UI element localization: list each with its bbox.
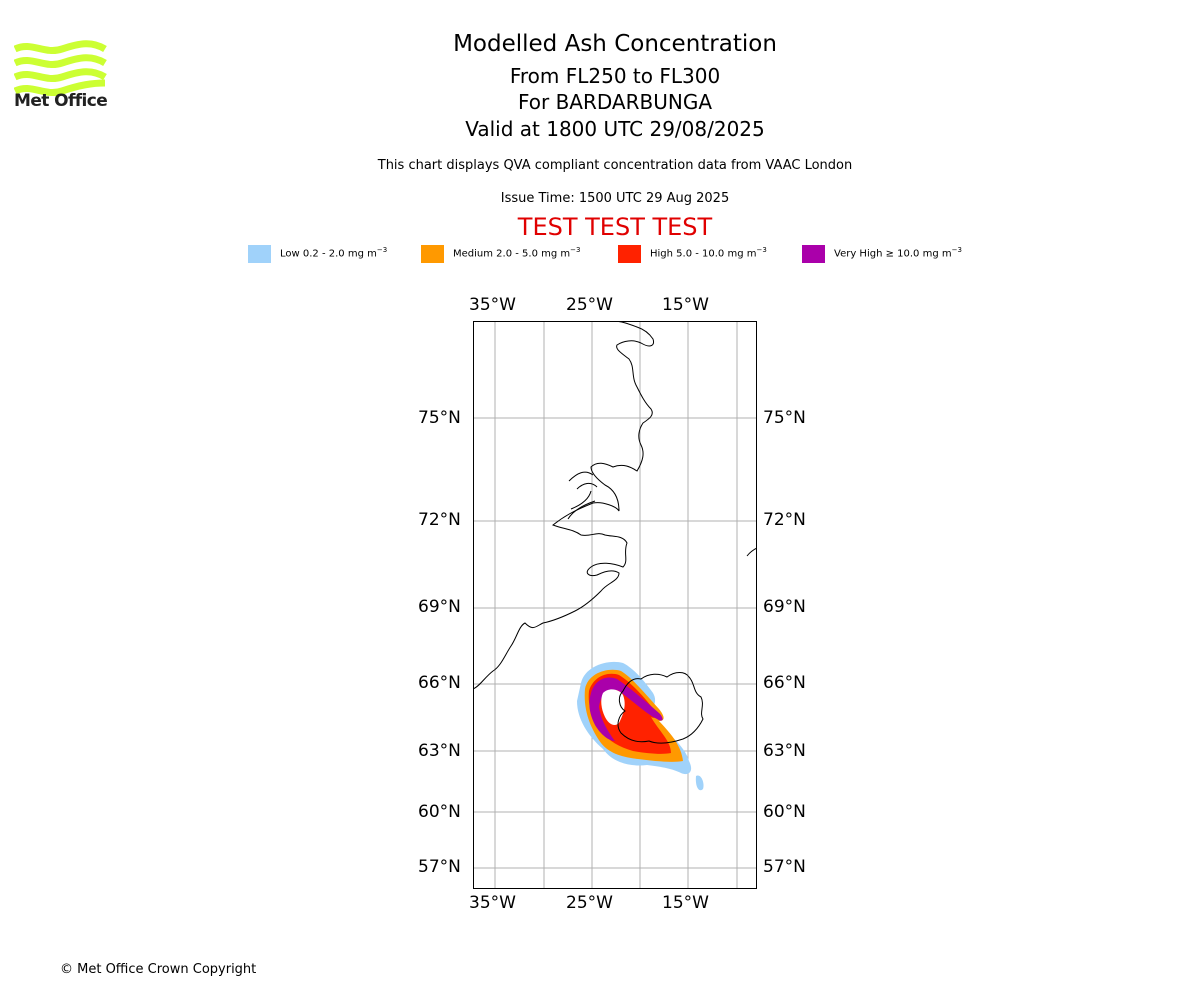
legend-swatch-low (248, 245, 271, 263)
lat-tick-right: 57°N (763, 857, 806, 877)
legend-label-low: Low 0.2 - 2.0 mg m−3 (280, 246, 388, 260)
lon-tick-bottom: 35°W (469, 893, 516, 913)
legend-label-very-high: Very High ≥ 10.0 mg m−3 (834, 246, 962, 260)
greenland-coastline (473, 321, 654, 690)
lon-tick-top: 15°W (662, 295, 709, 315)
lat-tick-right: 72°N (763, 510, 806, 530)
lat-tick-left: 69°N (418, 597, 461, 617)
logo-text: Met Office (14, 91, 108, 111)
iceland-coastline (617, 672, 704, 744)
lat-tick-right: 63°N (763, 741, 806, 761)
lat-tick-left: 57°N (418, 857, 461, 877)
chart-title: Modelled Ash Concentration (453, 31, 777, 57)
copyright-notice: © Met Office Crown Copyright (60, 962, 257, 977)
legend-label-high: High 5.0 - 10.0 mg m−3 (650, 246, 767, 260)
chart-description: This chart displays QVA compliant concen… (377, 158, 853, 173)
legend-swatch-medium (421, 245, 444, 263)
lon-tick-bottom: 25°W (566, 893, 613, 913)
met-office-logo-icon (14, 40, 107, 96)
legend-swatch-high (618, 245, 641, 263)
lat-tick-right: 75°N (763, 408, 806, 428)
legend-swatch-very-high (802, 245, 825, 263)
ash-region-low-fragment (695, 775, 704, 791)
ash-free-pocket (601, 689, 625, 725)
lat-tick-right: 60°N (763, 802, 806, 822)
map-grid (473, 321, 757, 889)
lat-tick-right: 66°N (763, 673, 806, 693)
lon-tick-top: 25°W (566, 295, 613, 315)
map-frame (473, 321, 757, 889)
greenland-fjord (567, 471, 598, 520)
lat-tick-left: 72°N (418, 510, 461, 530)
valid-time: Valid at 1800 UTC 29/08/2025 (465, 117, 765, 141)
lon-tick-bottom: 15°W (662, 893, 709, 913)
issue-time: Issue Time: 1500 UTC 29 Aug 2025 (500, 191, 730, 206)
flight-levels: From FL250 to FL300 (509, 64, 721, 88)
test-banner: TEST TEST TEST (517, 213, 713, 241)
lat-tick-right: 69°N (763, 597, 806, 617)
lon-tick-top: 35°W (469, 295, 516, 315)
lat-tick-left: 75°N (418, 408, 461, 428)
legend-label-medium: Medium 2.0 - 5.0 mg m−3 (453, 246, 581, 260)
ash-map (473, 321, 757, 889)
lat-tick-left: 66°N (418, 673, 461, 693)
volcano-name: For BARDARBUNGA (517, 90, 713, 114)
lat-tick-left: 60°N (418, 802, 461, 822)
ash-region-very-high (589, 677, 663, 741)
lat-tick-left: 63°N (418, 741, 461, 761)
